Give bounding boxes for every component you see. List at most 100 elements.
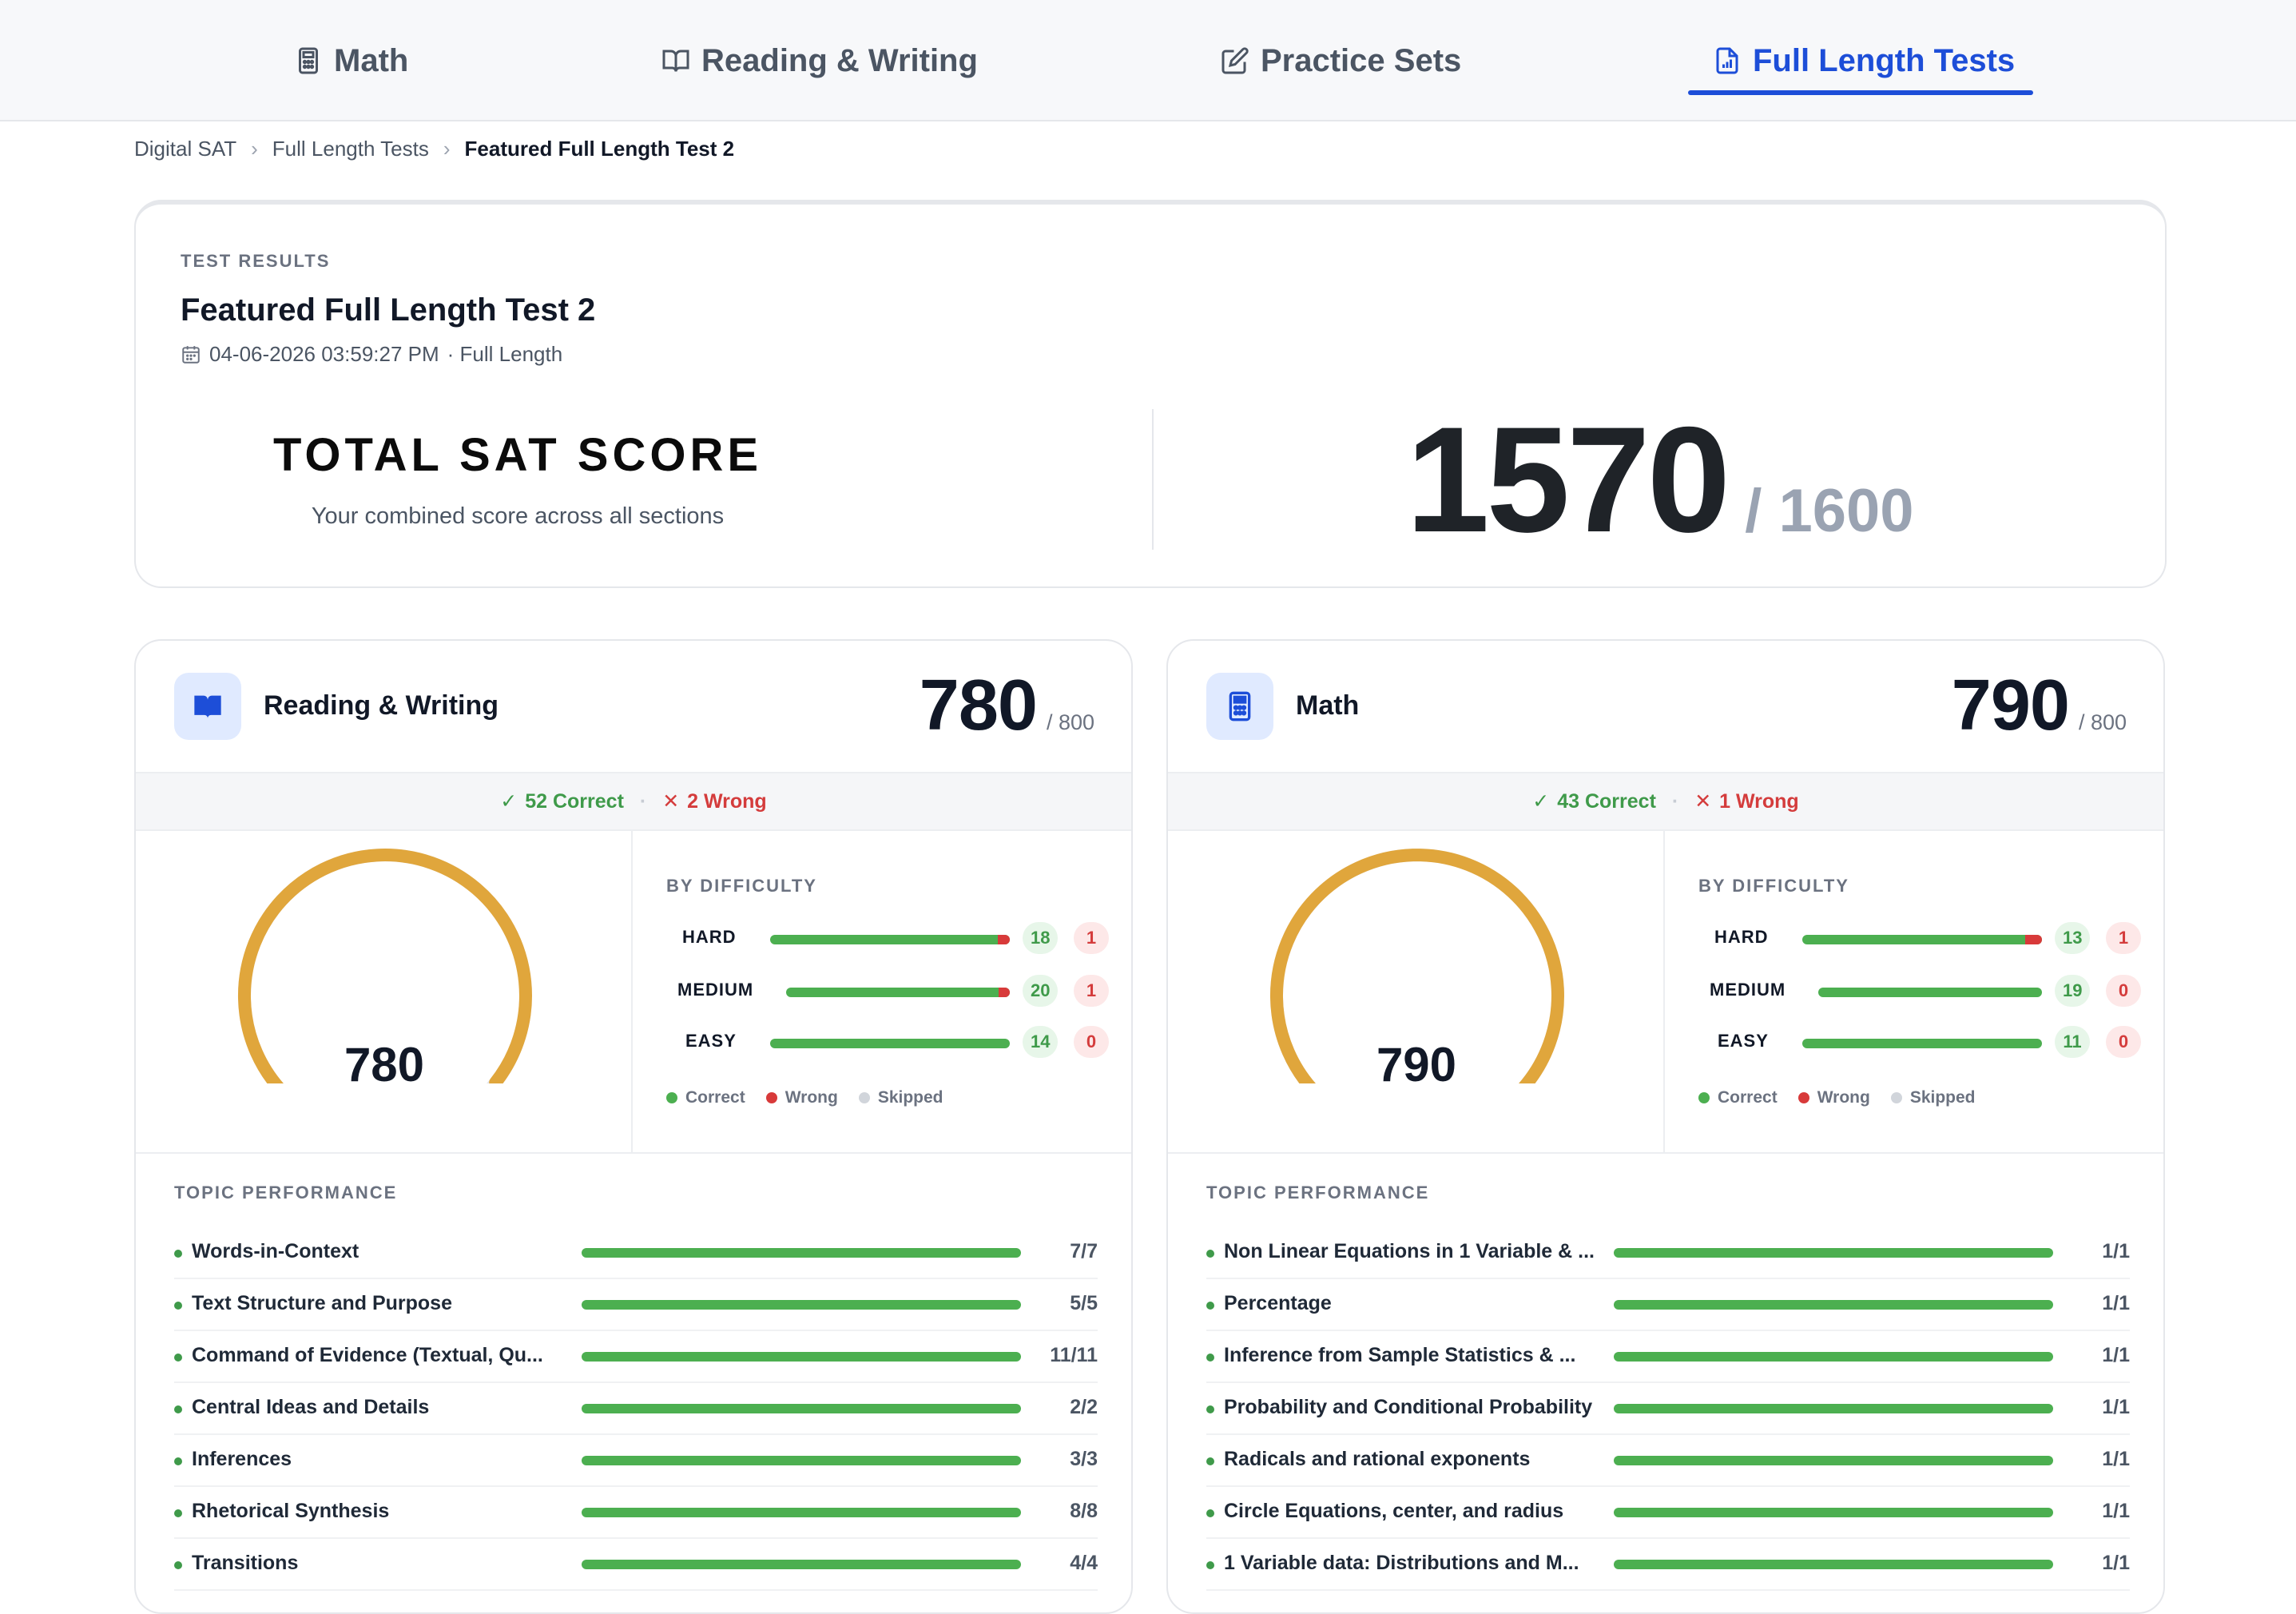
check-icon: ✓: [1532, 790, 1550, 813]
topic-dot: [174, 1561, 182, 1569]
total-score: 1570 / 1600: [1406, 404, 1914, 555]
topic-name: Radicals and rational exponents: [1224, 1448, 1531, 1470]
topic-row: Probability and Conditional Probability 1…: [1206, 1383, 2130, 1435]
legend-label: Wrong: [1817, 1088, 1870, 1107]
section-name: Math: [1296, 690, 1360, 721]
topic-score: 1/1: [2102, 1552, 2130, 1574]
correct-pill: 14: [1023, 1026, 1059, 1058]
tab-practice-sets[interactable]: Practice Sets: [1221, 0, 1461, 121]
difficulty-bar: [770, 1039, 1010, 1048]
topic-row: Words-in-Context 7/7: [174, 1227, 1098, 1279]
gauge-fill: [1270, 849, 1564, 1083]
gauge-value: 790: [1376, 1038, 1457, 1091]
wrong-pill: 1: [2106, 922, 2141, 954]
difficulty-label: MEDIUM: [677, 980, 754, 1000]
test-meta: 04-06-2026 03:59:27 PM · Full Length: [181, 342, 562, 367]
legend-skipped: Skipped: [858, 1088, 943, 1107]
tab-math[interactable]: Math: [294, 0, 408, 121]
topic-name: Circle Equations, center, and radius: [1224, 1500, 1564, 1522]
calendar-icon: [182, 345, 200, 364]
topic-score: 1/1: [2102, 1292, 2130, 1314]
breadcrumb-digital-sat[interactable]: Digital SAT: [134, 136, 237, 161]
topic-bar: [1614, 1352, 2053, 1362]
topic-row: Radicals and rational exponents 1/1: [1206, 1435, 2130, 1487]
difficulty-row-hard: HARD 13 1: [1665, 920, 2163, 956]
wrong-count-label: 1 Wrong: [1719, 789, 1799, 813]
breadcrumb-full-length-tests[interactable]: Full Length Tests: [272, 136, 429, 161]
test-title: Featured Full Length Test 2: [181, 292, 596, 328]
topic-bar: [1614, 1456, 2053, 1465]
difficulty-breakdown: BY DIFFICULTY HARD 18 1 MEDIUM 20 1 EASY 14 0 Co…: [633, 831, 1131, 1152]
results-eyebrow: TEST RESULTS: [181, 251, 331, 271]
test-date: 04-06-2026 03:59:27 PM: [209, 342, 439, 366]
x-icon: ✕: [1694, 790, 1712, 813]
difficulty-row-easy: EASY 14 0: [633, 1024, 1131, 1059]
tab-label: Math: [334, 42, 409, 78]
wrong-count-label: 2 Wrong: [687, 789, 767, 813]
breadcrumb-current: Featured Full Length Test 2: [464, 136, 735, 161]
topic-eyebrow: TOPIC PERFORMANCE: [174, 1183, 398, 1203]
difficulty-legend: Correct Wrong Skipped: [666, 1088, 943, 1107]
legend-label: Correct: [1718, 1088, 1778, 1107]
topic-bar: [1614, 1300, 2053, 1310]
topic-name: Rhetorical Synthesis: [192, 1500, 390, 1522]
gauge-chart: [238, 849, 532, 1083]
topic-eyebrow: TOPIC PERFORMANCE: [1206, 1183, 1430, 1203]
wrong-pill: 0: [1074, 1026, 1109, 1058]
legend-label: Skipped: [1909, 1088, 1976, 1107]
topic-dot: [1206, 1457, 1214, 1465]
wrong-pill: 1: [1074, 975, 1109, 1007]
topic-name: Words-in-Context: [192, 1240, 359, 1262]
section-icon: [1206, 673, 1273, 740]
topic-dot: [174, 1354, 182, 1362]
topic-dot: [1206, 1509, 1214, 1517]
legend-dot: [666, 1092, 677, 1103]
legend-dot: [858, 1092, 870, 1103]
topic-bar: [582, 1404, 1021, 1413]
difficulty-row-medium: MEDIUM 20 1: [633, 973, 1131, 1008]
total-score-label: TOTAL SAT SCORE: [272, 429, 763, 481]
book-open-icon: [662, 50, 689, 72]
chevron-right-icon: ›: [443, 136, 451, 161]
topic-name: Inference from Sample Statistics & ...: [1224, 1344, 1576, 1366]
calculator-icon: [1229, 691, 1251, 722]
topic-name: Non Linear Equations in 1 Variable & ...: [1224, 1240, 1595, 1262]
wrong-pill: 0: [2106, 1026, 2141, 1058]
topic-name: Command of Evidence (Textual, Qu...: [192, 1344, 543, 1366]
x-icon: ✕: [662, 790, 680, 813]
topic-bar: [1614, 1248, 2053, 1258]
total-score-subtitle: Your combined score across all sections: [311, 503, 725, 529]
divider: [1152, 409, 1154, 550]
topic-bar: [582, 1560, 1021, 1569]
topic-dot: [174, 1509, 182, 1517]
separator-dot: ·: [639, 789, 647, 813]
section-header: Reading & Writing 780 / 800: [136, 641, 1131, 772]
topic-name: Text Structure and Purpose: [192, 1292, 452, 1314]
section-score: 780 / 800: [920, 670, 1094, 741]
correct-count: ✓ 52 Correct: [500, 789, 624, 813]
difficulty-eyebrow: BY DIFFICULTY: [1698, 876, 1849, 896]
tab-full-length-tests[interactable]: Full Length Tests: [1713, 0, 2015, 121]
difficulty-label: EASY: [1718, 1031, 1769, 1051]
difficulty-label: HARD: [682, 927, 737, 947]
topic-score: 2/2: [1070, 1396, 1098, 1418]
difficulty-bar-wrong: [999, 988, 1010, 997]
legend-dot: [1797, 1092, 1809, 1103]
topic-bar: [1614, 1404, 2053, 1413]
topic-dot: [1206, 1561, 1214, 1569]
topic-bar: [582, 1352, 1021, 1362]
section-icon: [174, 673, 241, 740]
topic-bar: [1614, 1508, 2053, 1517]
correct-pill: 11: [2055, 1026, 2090, 1058]
gauge-chart: [1270, 849, 1564, 1083]
section-score-value: 790: [1951, 666, 2070, 745]
legend-label: Wrong: [785, 1088, 838, 1107]
topic-row: Circle Equations, center, and radius 1/1: [1206, 1487, 2130, 1539]
tab-reading-writing[interactable]: Reading & Writing: [661, 0, 978, 121]
score-gauge: 780: [136, 831, 633, 1152]
test-results-card: TEST RESULTS Featured Full Length Test 2…: [134, 200, 2167, 588]
chart-file-icon: [1716, 47, 1738, 74]
topic-score: 1/1: [2102, 1448, 2130, 1470]
topic-row: Percentage 1/1: [1206, 1279, 2130, 1331]
legend-dot: [1698, 1092, 1710, 1103]
